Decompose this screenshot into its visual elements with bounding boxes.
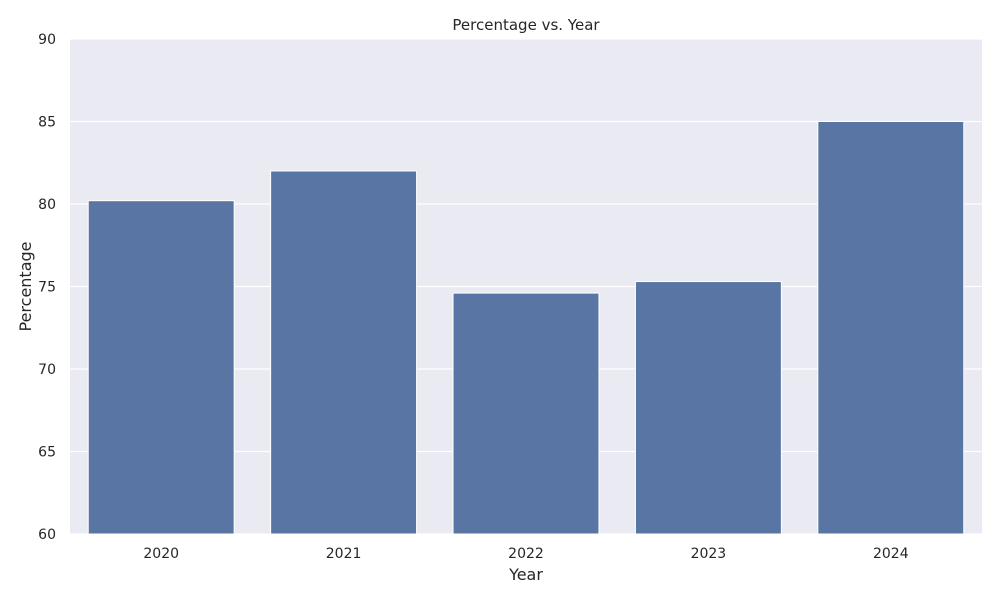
x-tick-label: 2024 — [873, 546, 909, 562]
y-tick-labels: 60 65 70 75 80 85 90 — [38, 32, 56, 543]
y-tick-label: 65 — [38, 445, 56, 461]
x-tick-labels: 2020 2021 2022 2023 2024 — [143, 546, 908, 562]
y-tick-label: 75 — [38, 280, 56, 296]
y-tick-label: 60 — [38, 527, 56, 543]
x-axis-title: Year — [508, 565, 543, 584]
bar-2022 — [452, 292, 600, 535]
bar-2023 — [634, 281, 782, 535]
chart-title: Percentage vs. Year — [452, 16, 600, 34]
x-tick-label: 2022 — [508, 546, 544, 562]
bar-2024 — [817, 121, 965, 535]
bars — [87, 121, 965, 535]
bar-2020 — [87, 200, 235, 535]
y-axis-title: Percentage — [16, 241, 35, 331]
y-tick-label: 85 — [38, 115, 56, 131]
x-tick-label: 2020 — [143, 546, 179, 562]
y-tick-label: 90 — [38, 32, 56, 48]
y-tick-label: 70 — [38, 362, 56, 378]
x-tick-label: 2021 — [326, 546, 362, 562]
y-tick-label: 80 — [38, 197, 56, 213]
bar-2021 — [270, 170, 418, 535]
x-tick-label: 2023 — [691, 546, 727, 562]
